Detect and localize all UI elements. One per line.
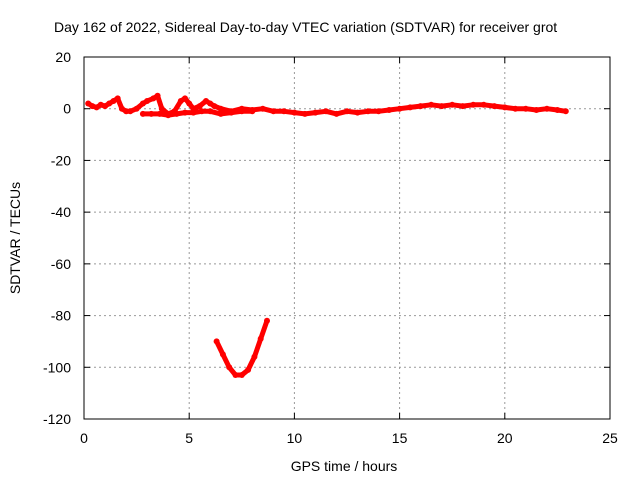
data-point (251, 353, 258, 360)
data-point (354, 109, 361, 116)
data-point (480, 101, 487, 108)
data-point (323, 108, 329, 115)
y-tick-label: 20 (55, 49, 71, 65)
y-tick-label: -20 (51, 152, 71, 168)
data-point (264, 317, 270, 324)
y-tick-label: -40 (51, 204, 71, 220)
data-point (158, 105, 165, 112)
data-point (522, 105, 529, 112)
plot-frame (83, 56, 611, 420)
data-point (173, 110, 180, 117)
axis-ticks: 0 5 10 15 20 25 -120 -100 -80 -60 -40 -20 0 20 (43, 49, 618, 446)
data-point (459, 103, 466, 110)
y-tick-label: -120 (43, 411, 71, 427)
data-point (257, 335, 264, 342)
data-point (196, 103, 203, 110)
data-point (428, 101, 435, 108)
data-point (114, 95, 121, 102)
data-point (144, 98, 151, 104)
data-point (491, 103, 498, 110)
data-point (217, 105, 224, 112)
data-point (365, 108, 371, 115)
data-point (312, 109, 319, 116)
data-point (270, 108, 277, 115)
data-point (238, 108, 245, 115)
data-marks (85, 92, 569, 378)
x-tick-label: 15 (392, 430, 408, 446)
data-point (190, 109, 197, 116)
data-point (182, 95, 188, 102)
data-point (165, 112, 172, 119)
data-point (291, 109, 298, 116)
data-point (407, 104, 414, 111)
data-point (123, 108, 130, 115)
data-point (259, 105, 266, 112)
data-point (501, 104, 508, 111)
y-tick-label: -80 (51, 308, 71, 324)
data-point (228, 109, 235, 116)
data-point (470, 101, 477, 108)
data-point (396, 105, 403, 112)
data-point (182, 109, 188, 116)
data-point (238, 372, 245, 378)
data-point (198, 108, 205, 115)
data-point (213, 338, 220, 345)
data-point (186, 100, 193, 107)
data-point (554, 107, 561, 113)
data-point (344, 108, 350, 115)
data-point (226, 364, 233, 371)
data-point (386, 107, 393, 113)
data-point (543, 105, 550, 112)
data-point (154, 92, 161, 99)
x-tick-label: 10 (287, 430, 303, 446)
x-tick-label: 25 (602, 430, 618, 446)
x-tick-label: 5 (185, 430, 193, 446)
data-point (533, 107, 540, 113)
data-point (562, 108, 569, 115)
data-point (207, 108, 214, 115)
data-point (245, 366, 252, 373)
data-point (449, 101, 456, 108)
y-axis-label: SDTVAR / TECUs (7, 182, 23, 294)
data-point (133, 105, 140, 112)
data-point (232, 372, 239, 378)
data-point (333, 110, 340, 117)
data-point (211, 103, 218, 110)
grid (84, 57, 610, 419)
data-point (219, 351, 226, 358)
x-tick-label: 20 (497, 430, 513, 446)
y-tick-label: 0 (63, 101, 71, 117)
data-point (438, 103, 445, 110)
data-point (156, 110, 163, 117)
data-point (512, 105, 519, 112)
data-point (301, 110, 308, 117)
chart-title: Day 162 of 2022, Sidereal Day-to-day VTE… (54, 19, 557, 35)
data-point (217, 110, 224, 117)
data-point (375, 108, 382, 115)
data-point (249, 108, 256, 115)
y-tick-label: -60 (51, 256, 71, 272)
x-tick-label: 0 (80, 430, 88, 446)
x-axis-label: GPS time / hours (291, 458, 398, 474)
data-point (417, 103, 424, 110)
y-tick-label: -100 (43, 359, 71, 375)
data-point (127, 108, 134, 115)
data-point (280, 108, 287, 115)
data-point (139, 110, 146, 117)
data-point (148, 110, 155, 117)
